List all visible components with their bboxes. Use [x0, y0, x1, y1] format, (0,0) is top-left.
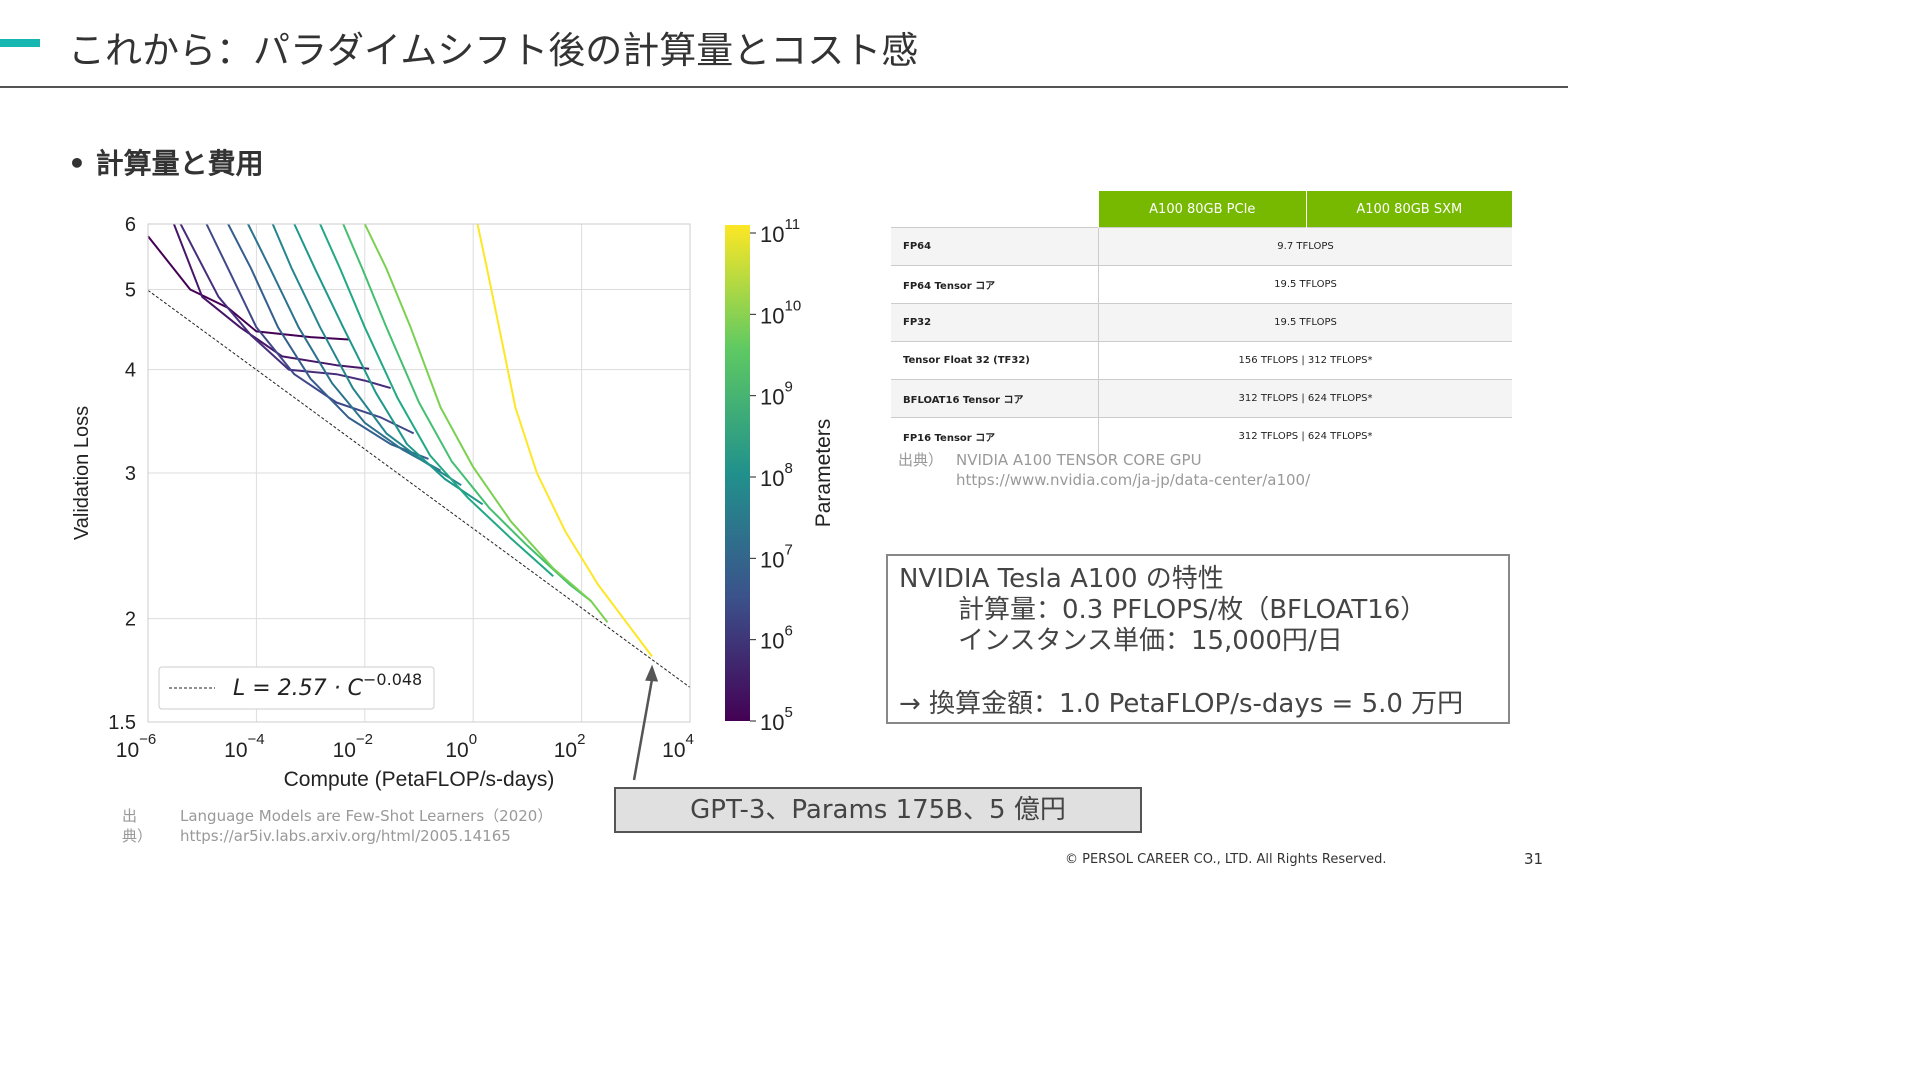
y-tick-label: 5 — [125, 279, 136, 301]
spec-header-sxm: A100 80GB SXM — [1305, 191, 1512, 228]
chart-series — [147, 223, 653, 658]
spec-header-pcie: A100 80GB PCIe — [1098, 191, 1307, 228]
series-line — [205, 223, 415, 435]
colorbar-tick-label: 109 — [760, 379, 793, 410]
series-line — [247, 223, 442, 472]
spec-row: FP64 9.7 TFLOPS — [891, 227, 1512, 266]
spec-row: Tensor Float 32 (TF32) 156 TFLOPS | 312 T… — [891, 341, 1512, 380]
page-number: 31 — [1524, 850, 1544, 868]
chart-source-url[interactable]: https://ar5iv.labs.arxiv.org/html/2005.1… — [180, 827, 511, 845]
spec-row: FP64 Tensor コア 19.5 TFLOPS — [891, 265, 1512, 304]
spec-row-value: 9.7 TFLOPS — [1098, 227, 1512, 266]
colorbar-tick-label: 106 — [760, 623, 793, 654]
scaling-law-chart: 1.5 2 3 4 5 6 10−6 10−4 10−2 100 102 104 Validatio… — [71, 214, 835, 791]
a100-spec-table: A100 80GB PCIe A100 80GB SXM FP64 9.7 TFL… — [891, 191, 1512, 455]
info-box-conversion: → 換算金額：1.0 PetaFLOP/s-days = 5.0 万円 — [899, 689, 1464, 719]
spec-header-blank — [891, 191, 1099, 228]
y-axis-label: Validation Loss — [71, 406, 93, 540]
series-line — [293, 223, 484, 506]
colorbar-tick-label: 105 — [760, 704, 793, 735]
x-tick-label: 10−4 — [224, 731, 264, 762]
chart-grid — [147, 223, 691, 723]
info-box-compute: 計算量：0.3 PFLOPS/枚（BFLOAT16） — [958, 595, 1427, 625]
page-title: これから：パラダイムシフト後の計算量とコスト感 — [68, 29, 919, 72]
x-tick-label: 102 — [554, 731, 586, 762]
plot-frame — [147, 223, 691, 723]
x-tick-label: 100 — [445, 731, 477, 762]
spec-row-value: 312 TFLOPS | 624 TFLOPS* — [1098, 379, 1512, 418]
x-tick-labels: 10−6 10−4 10−2 100 102 104 — [116, 731, 694, 762]
series-line — [227, 223, 429, 460]
spec-row-value: 156 TFLOPS | 312 TFLOPS* — [1098, 341, 1512, 380]
table-source: 出典） NVIDIA A100 TENSOR CORE GPU https://… — [898, 450, 1310, 489]
y-tick-label: 3 — [125, 463, 136, 485]
x-tick-label: 10−2 — [333, 731, 373, 762]
info-box-heading: NVIDIA Tesla A100 の特性 — [899, 564, 1224, 594]
y-tick-label: 1.5 — [108, 712, 136, 734]
legend-label: L = 2.57 · C−0.048 — [233, 670, 422, 701]
chart-source-title: Language Models are Few-Shot Learners（20… — [180, 807, 553, 825]
colorbar-tick-label: 1011 — [760, 216, 800, 247]
colorbar-tick-label: 107 — [760, 541, 793, 572]
spec-table-header: A100 80GB PCIe A100 80GB SXM — [891, 191, 1512, 228]
x-tick-label: 104 — [662, 731, 694, 762]
spec-row: BFLOAT16 Tensor コア 312 TFLOPS | 624 TFLOP… — [891, 379, 1512, 418]
spec-row: FP32 19.5 TFLOPS — [891, 303, 1512, 342]
a100-info-box: NVIDIA Tesla A100 の特性 計算量：0.3 PFLOPS/枚（B… — [886, 554, 1510, 724]
table-source-label: 出典） — [898, 451, 944, 469]
series-line — [147, 235, 349, 341]
gpt3-callout-box: GPT-3、Params 175B、5 億円 — [614, 787, 1142, 833]
x-tick-label: 10−6 — [116, 731, 156, 762]
spec-row-label: Tensor Float 32 (TF32) — [891, 341, 1099, 380]
series-line — [271, 223, 462, 487]
spec-row-label: BFLOAT16 Tensor コア — [891, 379, 1099, 418]
series-line — [363, 223, 609, 623]
chart-legend: L = 2.57 · C−0.048 — [158, 666, 435, 710]
title-accent-bar — [0, 39, 40, 47]
info-box-price: インスタンス単価：15,000円/日 — [958, 626, 1343, 656]
table-source-url[interactable]: https://www.nvidia.com/ja-jp/data-center… — [956, 471, 1311, 489]
colorbar — [725, 225, 750, 721]
spec-row-label: FP64 Tensor コア — [891, 265, 1099, 304]
spec-row-value: 19.5 TFLOPS — [1098, 303, 1512, 342]
title-divider — [0, 86, 1568, 88]
gpt3-arrow — [632, 678, 654, 781]
y-tick-label: 4 — [125, 360, 136, 382]
chart-source-label: 出典） — [122, 807, 153, 845]
bullet-text: 計算量と費用 — [95, 147, 264, 180]
spec-row-value: 312 TFLOPS | 624 TFLOPS* — [1098, 417, 1512, 455]
colorbar-label: Parameters — [812, 419, 835, 528]
colorbar-tick-label: 108 — [760, 460, 793, 491]
x-axis-label: Compute (PetaFLOP/s-days) — [284, 768, 555, 791]
spec-row-value: 19.5 TFLOPS — [1098, 265, 1512, 304]
y-tick-label: 6 — [125, 214, 136, 236]
table-source-title: NVIDIA A100 TENSOR CORE GPU — [956, 451, 1202, 469]
colorbar-tick-label: 1010 — [760, 297, 801, 328]
y-tick-label: 2 — [125, 609, 136, 631]
bullet-heading: • 計算量と費用 — [68, 147, 264, 180]
spec-row: FP16 Tensor コア 312 TFLOPS | 624 TFLOPS* — [891, 417, 1512, 455]
spec-row-label: FP16 Tensor コア — [891, 417, 1099, 455]
copyright: © PERSOL CAREER CO., LTD. All Rights Res… — [1065, 852, 1387, 867]
colorbar-tick-labels: 105 106 107 108 109 1010 1011 — [750, 216, 801, 735]
series-line — [319, 223, 554, 578]
spec-row-label: FP64 — [891, 227, 1099, 266]
series-line — [476, 223, 653, 658]
gpt3-arrow-head — [645, 664, 659, 682]
spec-row-label: FP32 — [891, 303, 1099, 342]
fit-line — [147, 289, 691, 688]
series-line — [179, 223, 391, 390]
series-line — [342, 223, 592, 602]
y-tick-labels: 1.5 2 3 4 5 6 — [108, 214, 136, 734]
